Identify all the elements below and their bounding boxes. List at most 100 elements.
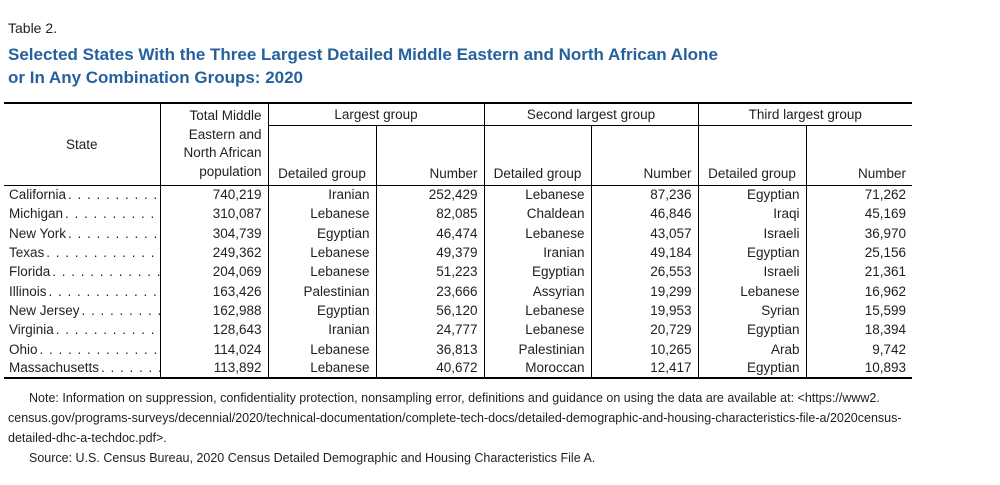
state-name: California [9, 187, 67, 203]
dot-leader [101, 360, 159, 375]
table-row: Florida 204,069Lebanese51,223Egyptian26,5… [4, 262, 912, 282]
total-cell: 163,426 [160, 281, 269, 301]
largest-number-cell: 49,379 [376, 242, 485, 263]
state-name: New Jersey [9, 302, 80, 318]
dot-leader [68, 187, 159, 202]
third-number-cell: 36,970 [864, 225, 906, 241]
largest-group-cell: Palestinian [268, 281, 377, 301]
third-group-cell: Egyptian [698, 320, 807, 340]
dot-leader [65, 206, 159, 221]
third-number-cell: 71,262 [864, 187, 906, 203]
page-title-line1: Selected States With the Three Largest D… [8, 45, 718, 64]
dot-leader [46, 245, 159, 260]
table-row: New Jersey162,988Egyptian56,120Lebanese1… [4, 300, 912, 321]
state-cell: Texas [4, 242, 161, 263]
page-title: Selected States With the Three Largest D… [8, 43, 992, 89]
table-row: Massachusetts 113,892Lebanese40,672Morocc… [4, 358, 912, 378]
table-notes: Note: Information on suppression, confid… [8, 388, 993, 468]
third-group-cell: Egyptian [698, 242, 807, 263]
third-number-header: Number [806, 125, 912, 186]
table-row: Michigan 310,087Lebanese82,085Chaldean46,… [4, 204, 912, 224]
state-cell: New Jersey [4, 300, 161, 321]
state-name: Virginia [9, 322, 54, 338]
second-number-header: Number [591, 125, 699, 186]
state-name: Ohio [9, 341, 38, 357]
table-row: Ohio 114,024Lebanese36,813Palestinian10,2… [4, 339, 912, 359]
total-population-column-header: Total Middle Eastern and North African p… [160, 103, 269, 186]
second-group-cell: Lebanese [484, 185, 592, 205]
second-group-cell: Moroccan [484, 358, 592, 378]
third-group-cell: Israeli [698, 223, 807, 243]
total-cell: 204,069 [160, 262, 269, 282]
third-group-cell: Iraqi [698, 204, 807, 224]
second-group-cell: Iranian [484, 242, 592, 263]
table-row: Virginia 128,643Iranian24,777Lebanese20,7… [4, 320, 912, 340]
total-cell: 740,219 [160, 185, 269, 205]
largest-group-cell: Lebanese [268, 358, 377, 378]
largest-number-cell: 82,085 [376, 204, 485, 224]
largest-group-cell: Lebanese [268, 262, 377, 282]
largest-number-cell: 252,429 [376, 185, 485, 205]
second-number-cell: 10,265 [591, 339, 699, 359]
page-title-line2: or In Any Combination Groups: 2020 [8, 68, 304, 87]
state-cell: New York [4, 223, 161, 243]
third-group-cell: Egyptian [698, 185, 807, 205]
dot-leader [82, 303, 160, 318]
second-number-cell: 43,057 [591, 223, 699, 243]
note-line1: Note: Information on suppression, confid… [29, 390, 880, 405]
second-number-cell: 19,953 [591, 300, 699, 321]
note-line3: detailed-dhc-a-techdoc.pdf>. [8, 430, 167, 445]
largest-group-cell: Egyptian [268, 300, 377, 321]
third-number-cell: 18,394 [864, 322, 906, 338]
largest-number-cell: 51,223 [376, 262, 485, 282]
dot-leader [56, 322, 160, 337]
largest-group-cell: Lebanese [268, 339, 377, 359]
third-number-cell: 25,156 [864, 245, 906, 261]
total-cell: 310,087 [160, 204, 269, 224]
largest-number-header: Number [376, 125, 485, 186]
state-cell: Ohio [4, 339, 161, 359]
third-number-cell: 15,599 [864, 302, 906, 318]
third-largest-group-header: Third largest group [698, 103, 912, 126]
dot-leader [40, 342, 160, 357]
table-body: California740,219Iranian252,429Lebanese8… [4, 185, 912, 378]
second-number-cell: 49,184 [591, 242, 699, 263]
total-cell: 304,739 [160, 223, 269, 243]
state-cell: California [4, 185, 161, 205]
second-group-cell: Lebanese [484, 300, 592, 321]
third-group-cell: Lebanese [698, 281, 807, 301]
state-cell: Virginia [4, 320, 161, 340]
third-number-cell: 21,361 [864, 264, 906, 280]
third-number-cell: 45,169 [864, 206, 906, 222]
state-cell: Illinois [4, 281, 161, 301]
largest-group-cell: Lebanese [268, 242, 377, 263]
table-row: New York 304,739Egyptian46,474Lebanese43,… [4, 223, 912, 243]
state-cell: Massachusetts [4, 358, 161, 378]
table-label: Table 2. [8, 20, 58, 36]
largest-number-cell: 36,813 [376, 339, 485, 359]
dot-leader [68, 226, 159, 241]
state-name: Texas [9, 245, 45, 261]
largest-group-cell: Egyptian [268, 223, 377, 243]
third-number-cell: 10,893 [864, 360, 906, 376]
table-header: State Total Middle Eastern and North Afr… [4, 103, 912, 186]
total-cell: 114,024 [160, 339, 269, 359]
source-line: Source: U.S. Census Bureau, 2020 Census … [29, 450, 596, 465]
state-cell: Michigan [4, 204, 161, 224]
table-row: Illinois 163,426Palestinian23,666Assyrian… [4, 281, 912, 301]
largest-number-cell: 46,474 [376, 223, 485, 243]
dot-leader [49, 284, 160, 299]
largest-number-cell: 24,777 [376, 320, 485, 340]
second-number-cell: 19,299 [591, 281, 699, 301]
third-group-cell: Arab [698, 339, 807, 359]
second-group-cell: Lebanese [484, 320, 592, 340]
total-cell: 113,892 [160, 358, 269, 378]
total-cell: 162,988 [160, 300, 269, 321]
second-detailed-group-header: Detailed group [484, 125, 592, 186]
largest-group-header: Largest group [268, 103, 485, 126]
sub-header-row: Detailed group Number Detailed group Num… [4, 125, 912, 186]
third-number-cell: 16,962 [864, 283, 906, 299]
second-group-cell: Lebanese [484, 223, 592, 243]
total-cell: 249,362 [160, 242, 269, 263]
state-name: Illinois [9, 283, 47, 299]
